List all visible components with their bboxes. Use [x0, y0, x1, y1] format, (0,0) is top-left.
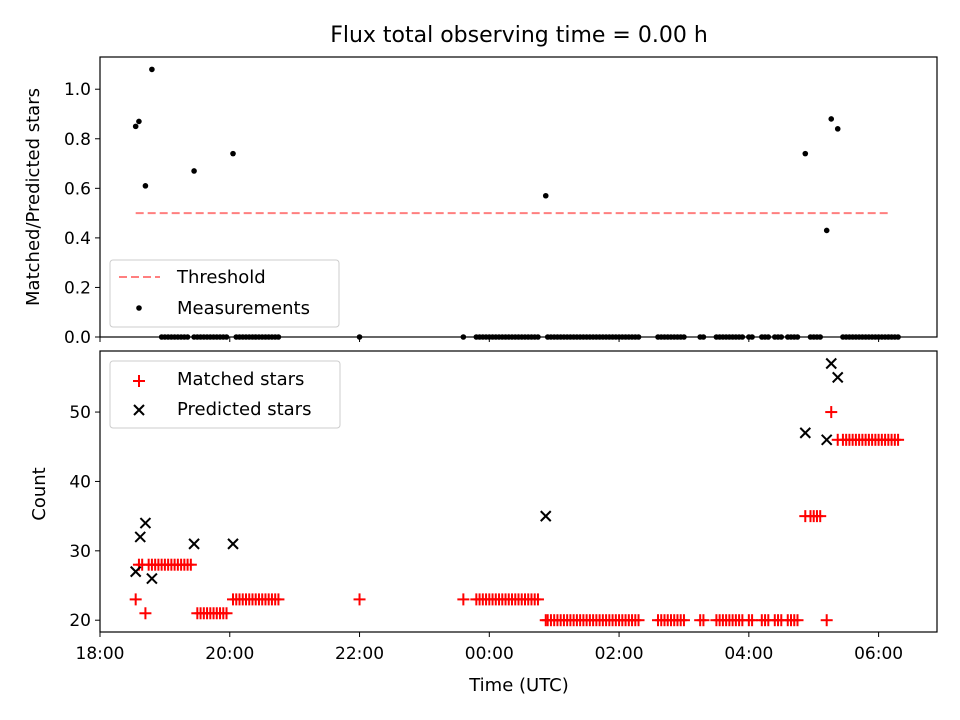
matched-star-point [184, 558, 197, 571]
bottom-y-tick-label: 30 [69, 542, 91, 562]
matched-star-point [272, 593, 285, 606]
legend-matched-swatch [133, 375, 145, 387]
top-y-tick-label: 0.6 [64, 179, 91, 199]
bottom-x-tick-label: 00:00 [465, 644, 514, 664]
measurement-point [828, 116, 835, 122]
legend-measurements-swatch [136, 305, 142, 311]
predicted-star-point [227, 538, 239, 550]
matched-star-point [457, 593, 470, 606]
matched-star-point [139, 607, 152, 620]
legend-threshold-label: Threshold [176, 267, 266, 288]
top-y-tick-label: 0.4 [64, 229, 91, 249]
predicted-star-point [134, 531, 146, 543]
legend-measurements-label: Measurements [177, 298, 310, 319]
legend-predicted-label: Predicted stars [177, 399, 311, 420]
matched-star-point [892, 433, 905, 446]
bottom-x-axis-label: Time (UTC) [468, 675, 569, 696]
matched-star-point [814, 510, 827, 523]
matched-star-point [820, 614, 833, 627]
measurement-point [230, 150, 236, 157]
measurement-point [132, 123, 139, 130]
bottom-legend: Matched stars Predicted stars [109, 360, 341, 429]
legend-predicted-swatch [133, 404, 145, 416]
top-y-ticks: 0.0 0.2 0.4 0.6 0.8 1.0 [64, 80, 100, 348]
bottom-legend-box [109, 360, 341, 429]
top-legend: Threshold Measurements [109, 259, 340, 328]
bottom-axes-frame [99, 350, 938, 633]
predicted-star-point [799, 427, 811, 439]
matched-star-point [697, 614, 710, 627]
matched-star-point [825, 406, 838, 419]
measurement-point [823, 227, 830, 234]
bottom-x-tick-label: 02:00 [595, 644, 644, 664]
matched-star-point [531, 593, 544, 606]
top-y-tick-label: 0.8 [64, 130, 91, 150]
predicted-star-point [820, 434, 833, 446]
predicted-star-point [825, 357, 837, 370]
matched-star-point [791, 614, 804, 627]
measurement-point [542, 192, 549, 199]
bottom-y-tick-label: 50 [69, 403, 91, 423]
top-y-tick-label: 1.0 [64, 80, 91, 100]
predicted-star-point [146, 572, 158, 585]
top-y-tick-label: 0.0 [64, 328, 91, 348]
matched-star-point [632, 614, 645, 627]
predicted-star-point [188, 538, 200, 550]
measurement-point [802, 150, 809, 157]
bottom-y-tick-label: 20 [69, 611, 91, 631]
top-legend-box [109, 259, 340, 328]
top-chart-title: Flux total observing time = 0.00 h [330, 23, 708, 48]
measurement-point [142, 183, 149, 189]
bottom-y-tick-label: 40 [69, 472, 91, 492]
legend-matched-label: Matched stars [177, 369, 304, 390]
measurement-point [149, 66, 155, 73]
matched-star-point [220, 607, 233, 620]
top-y-tick-label: 0.2 [64, 278, 91, 298]
bottom-x-ticks: 18:00 20:00 22:00 00:00 02:00 04:00 06:00 [76, 632, 903, 664]
predicted-star-point [139, 517, 152, 529]
measurement-point [136, 118, 142, 125]
measurement-point [191, 168, 197, 174]
predicted-star-point [129, 565, 142, 578]
bottom-y-ticks: 20 30 40 50 [69, 403, 100, 631]
measurement-point [834, 126, 841, 132]
matched-star-point [677, 614, 690, 627]
predicted-star-point [540, 510, 552, 522]
bottom-x-tick-label: 22:00 [335, 644, 384, 664]
bottom-x-tick-label: 06:00 [854, 644, 903, 664]
matched-star-point [129, 593, 142, 606]
bottom-x-tick-label: 20:00 [205, 644, 254, 664]
bottom-x-tick-label: 04:00 [724, 644, 773, 664]
bottom-y-axis-label: Count [29, 467, 50, 520]
bottom-plot-area [129, 357, 905, 627]
predicted-star-point [832, 371, 844, 384]
bottom-x-tick-label: 18:00 [76, 644, 125, 664]
top-y-axis-label: Matched/Predicted stars [23, 88, 44, 306]
matched-star-point [353, 593, 366, 606]
top-axes-frame [99, 56, 938, 338]
